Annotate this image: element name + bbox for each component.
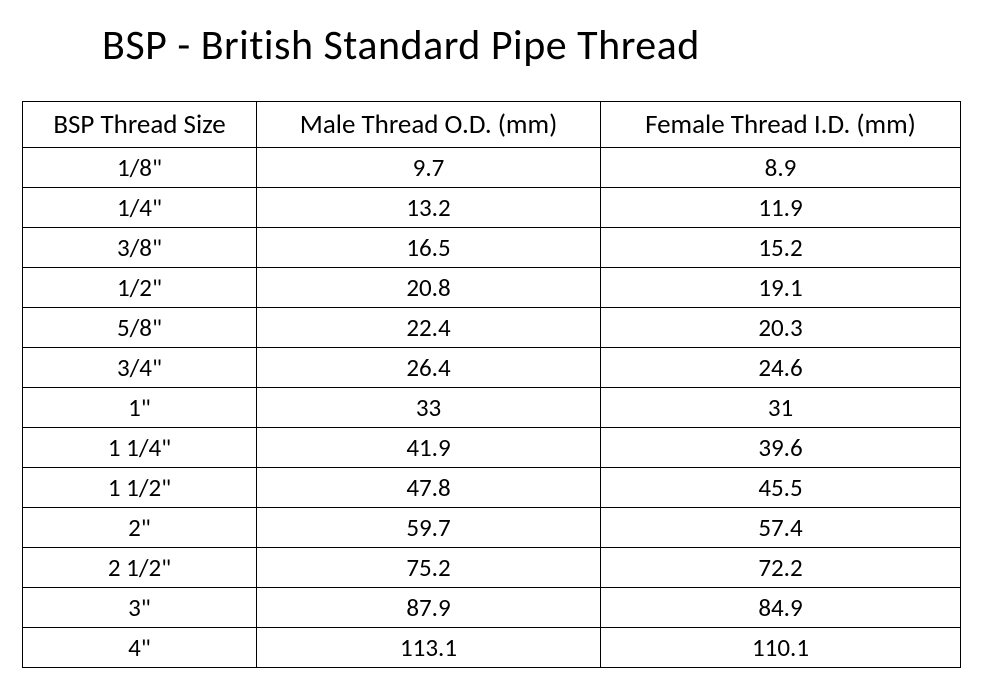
cell-female-id: 20.3 [601,308,961,348]
cell-female-id: 72.2 [601,548,961,588]
cell-male-od: 22.4 [257,308,601,348]
column-header-male-od: Male Thread O.D. (mm) [257,102,601,148]
cell-female-id: 8.9 [601,148,961,188]
cell-female-id: 15.2 [601,228,961,268]
cell-size: 1" [23,388,257,428]
table-row: 1 1/4" 41.9 39.6 [23,428,961,468]
table-row: 3" 87.9 84.9 [23,588,961,628]
cell-male-od: 9.7 [257,148,601,188]
cell-size: 5/8" [23,308,257,348]
cell-male-od: 33 [257,388,601,428]
cell-male-od: 16.5 [257,228,601,268]
cell-size: 1/4" [23,188,257,228]
table-row: 1 1/2" 47.8 45.5 [23,468,961,508]
cell-male-od: 113.1 [257,628,601,668]
cell-female-id: 110.1 [601,628,961,668]
cell-female-id: 57.4 [601,508,961,548]
table-body: 1/8" 9.7 8.9 1/4" 13.2 11.9 3/8" 16.5 15… [23,148,961,668]
table-row: 1/4" 13.2 11.9 [23,188,961,228]
cell-female-id: 31 [601,388,961,428]
table-row: 2" 59.7 57.4 [23,508,961,548]
cell-size: 3" [23,588,257,628]
cell-size: 4" [23,628,257,668]
cell-male-od: 75.2 [257,548,601,588]
cell-size: 1 1/2" [23,468,257,508]
cell-female-id: 11.9 [601,188,961,228]
cell-size: 3/8" [23,228,257,268]
column-header-female-id: Female Thread I.D. (mm) [601,102,961,148]
table-row: 1/2" 20.8 19.1 [23,268,961,308]
table-row: 3/8" 16.5 15.2 [23,228,961,268]
cell-male-od: 59.7 [257,508,601,548]
table-row: 4" 113.1 110.1 [23,628,961,668]
cell-female-id: 19.1 [601,268,961,308]
cell-male-od: 20.8 [257,268,601,308]
table-header-row: BSP Thread Size Male Thread O.D. (mm) Fe… [23,102,961,148]
cell-female-id: 45.5 [601,468,961,508]
cell-size: 1 1/4" [23,428,257,468]
table-row: 5/8" 22.4 20.3 [23,308,961,348]
cell-size: 1/8" [23,148,257,188]
cell-size: 1/2" [23,268,257,308]
cell-female-id: 39.6 [601,428,961,468]
bsp-thread-table: BSP Thread Size Male Thread O.D. (mm) Fe… [22,101,961,668]
cell-female-id: 84.9 [601,588,961,628]
cell-size: 3/4" [23,348,257,388]
cell-male-od: 87.9 [257,588,601,628]
table-row: 2 1/2" 75.2 72.2 [23,548,961,588]
cell-female-id: 24.6 [601,348,961,388]
cell-male-od: 26.4 [257,348,601,388]
cell-male-od: 41.9 [257,428,601,468]
table-row: 1/8" 9.7 8.9 [23,148,961,188]
table-row: 1" 33 31 [23,388,961,428]
cell-male-od: 13.2 [257,188,601,228]
cell-size: 2 1/2" [23,548,257,588]
table-row: 3/4" 26.4 24.6 [23,348,961,388]
cell-male-od: 47.8 [257,468,601,508]
page-title: BSP - British Standard Pipe Thread [102,20,962,71]
cell-size: 2" [23,508,257,548]
column-header-size: BSP Thread Size [23,102,257,148]
